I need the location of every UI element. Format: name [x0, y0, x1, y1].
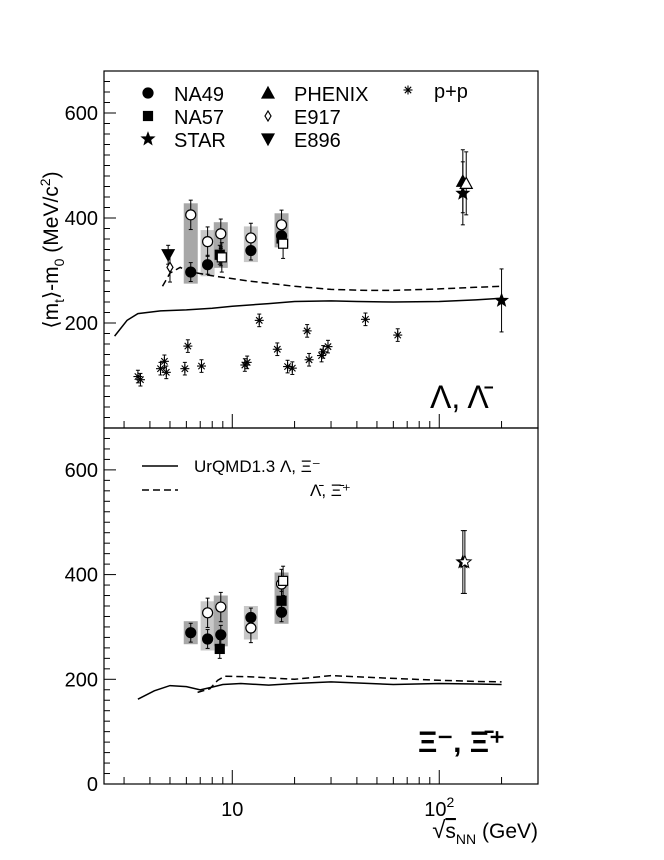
- data-point: [245, 244, 257, 257]
- data-point: [459, 176, 474, 189]
- y-tick-label: 200: [65, 669, 98, 691]
- x-tick-label: 102: [424, 794, 454, 821]
- data-point: [185, 209, 197, 221]
- data-point: [202, 236, 214, 248]
- data-point: [245, 622, 257, 634]
- data-point: [302, 326, 312, 336]
- y-tick-label: 600: [65, 103, 98, 125]
- bottom-error-bars: [188, 530, 467, 659]
- bottom-legend: UrQMD1.3 Λ, Ξ⁻ Λ̄, Ξ̄⁺: [142, 457, 351, 500]
- model-curve: [114, 297, 502, 337]
- legend-marker: [140, 131, 156, 146]
- data-point: [323, 342, 333, 352]
- bottom-data-points: [185, 554, 473, 655]
- model-curve: [161, 266, 502, 292]
- data-point: [304, 355, 314, 365]
- data-point: [215, 629, 227, 641]
- data-point: [457, 554, 473, 569]
- data-point: [360, 314, 370, 324]
- top-data-points: [133, 173, 510, 385]
- data-point: [180, 364, 190, 374]
- bottom-particle-label: Ξ⁻, Ξ̄⁺: [418, 726, 505, 759]
- data-point: [276, 595, 287, 606]
- y-tick-label: 600: [65, 460, 98, 482]
- y-tick-label: 400: [65, 565, 98, 587]
- legend-marker: [142, 110, 154, 122]
- top-error-bands: [183, 203, 289, 284]
- model-curve: [137, 681, 502, 700]
- data-point: [161, 367, 171, 377]
- data-point: [161, 249, 176, 263]
- data-point: [202, 259, 214, 271]
- data-point: [156, 364, 166, 374]
- data-point: [272, 344, 282, 354]
- data-point: [166, 261, 174, 274]
- legend-marker: [260, 85, 276, 99]
- data-point: [242, 357, 252, 367]
- y-tick-label: 400: [65, 208, 98, 230]
- legend-label: E896: [294, 130, 341, 152]
- data-point: [185, 627, 197, 639]
- y-tick-label: 0: [87, 774, 98, 796]
- axes-ticks: 200 400 600 0 200 400 600 10 102: [65, 70, 539, 821]
- x-tick-label: 10: [221, 799, 243, 821]
- data-point: [183, 341, 193, 351]
- data-point: [275, 606, 288, 618]
- data-point: [202, 607, 214, 619]
- legend-label: UrQMD1.3 Λ, Ξ⁻: [194, 457, 321, 476]
- data-point: [159, 356, 169, 366]
- data-point: [215, 601, 227, 613]
- data-point: [202, 633, 214, 645]
- data-point: [245, 232, 257, 244]
- legend-label: STAR: [174, 130, 226, 152]
- data-point: [277, 238, 289, 249]
- model-curve: [197, 674, 502, 694]
- data-point: [287, 363, 297, 373]
- data-point: [494, 292, 510, 307]
- data-point: [185, 266, 197, 278]
- y-tick-label: 200: [65, 313, 98, 335]
- data-point: [245, 611, 257, 624]
- legend-label: PHENIX: [294, 84, 368, 106]
- data-point: [254, 315, 264, 325]
- legend-label: NA49: [174, 84, 224, 106]
- systematic-band: [183, 203, 198, 284]
- data-point: [196, 361, 206, 371]
- data-point: [455, 185, 471, 200]
- legend-label: Λ̄, Ξ̄⁺: [310, 481, 351, 500]
- legend-marker: [403, 85, 413, 95]
- legend-label: E917: [294, 107, 341, 129]
- bottom-model-curves: [137, 674, 502, 700]
- data-point: [275, 219, 288, 231]
- top-model-curves: [114, 266, 502, 337]
- data-point: [277, 575, 289, 586]
- y-axis-title: ⟨mt⟩-m0 (MeV/c2): [37, 171, 67, 328]
- legend-label: p+p: [434, 81, 468, 103]
- legend-marker: [264, 109, 272, 123]
- data-point: [393, 330, 403, 340]
- data-point: [214, 643, 225, 655]
- legend-marker: [142, 87, 154, 99]
- data-point: [216, 252, 227, 263]
- legend-marker: [260, 133, 276, 147]
- data-point: [135, 375, 145, 385]
- x-axis-title: √sNN (GeV): [432, 817, 538, 847]
- bottom-error-bands: [183, 572, 289, 651]
- legend-label: NA57: [174, 107, 224, 129]
- top-particle-label: Λ, Λ̄: [430, 379, 494, 415]
- data-point: [215, 228, 227, 240]
